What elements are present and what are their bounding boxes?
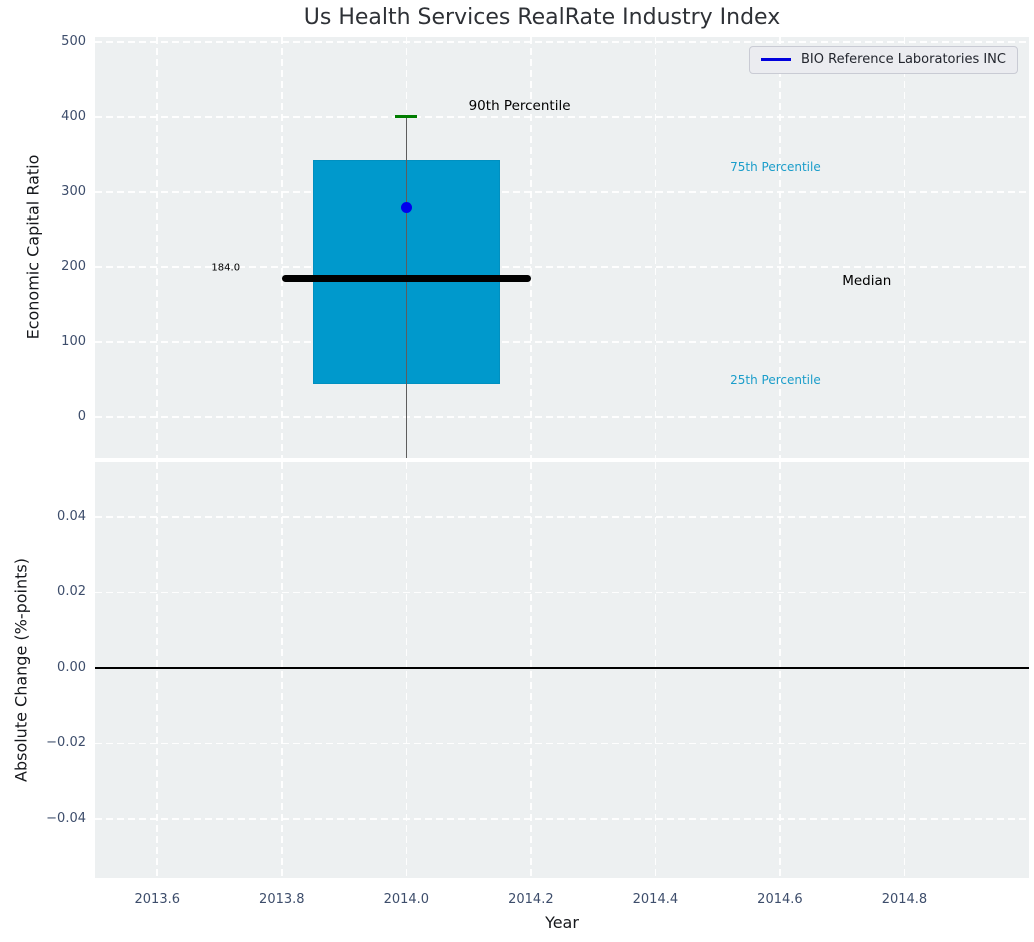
annotation-75th-percentile: 75th Percentile — [730, 160, 821, 175]
vertical-gridline — [281, 462, 283, 878]
horizontal-gridline — [95, 191, 1029, 193]
x-tick-2013-8: 2013.8 — [259, 892, 305, 907]
p90-cap — [395, 114, 418, 119]
top-y-axis-label: Economic Capital Ratio — [23, 154, 43, 340]
bottom-y-tick-0-00: 0.00 — [57, 659, 86, 675]
horizontal-gridline — [95, 742, 1029, 745]
zero-reference-line — [95, 667, 1029, 669]
top-y-tick-500: 500 — [61, 34, 86, 50]
top-y-tick-0: 0 — [77, 408, 86, 424]
vertical-gridline — [156, 37, 159, 458]
top-y-tick-200: 200 — [61, 258, 86, 274]
x-tick-2014-8: 2014.8 — [881, 892, 928, 907]
top-y-tick-400: 400 — [61, 109, 86, 125]
horizontal-gridline — [95, 41, 1029, 44]
bottom-y-tick-0-04: −0.04 — [46, 810, 86, 826]
legend: BIO Reference Laboratories INC — [749, 46, 1018, 74]
horizontal-gridline — [95, 516, 1029, 518]
bottom-axes-absolute-change — [95, 462, 1029, 878]
vertical-gridline — [530, 462, 532, 878]
x-tick-2014-2: 2014.2 — [508, 892, 554, 907]
horizontal-gridline — [95, 817, 1029, 820]
x-tick-2014-6: 2014.6 — [757, 892, 803, 907]
bottom-y-tick-0-02: −0.02 — [46, 735, 86, 751]
annotation-184-0: 184.0 — [211, 262, 241, 274]
vertical-gridline — [654, 37, 657, 458]
bottom-y-tick-0-04: 0.04 — [57, 509, 86, 525]
x-tick-2013-6: 2013.6 — [134, 892, 181, 907]
top-y-tick-100: 100 — [61, 333, 86, 349]
annotation-median: Median — [842, 273, 892, 290]
horizontal-gridline — [95, 266, 1029, 268]
horizontal-gridline — [95, 341, 1029, 343]
company-data-point — [400, 201, 412, 213]
vertical-gridline — [903, 462, 906, 878]
x-axis-label: Year — [545, 913, 579, 932]
vertical-gridline — [903, 37, 906, 458]
median-line — [281, 275, 531, 283]
vertical-gridline — [156, 462, 159, 878]
vertical-gridline — [281, 37, 283, 458]
vertical-gridline — [779, 37, 781, 458]
legend-line-icon — [761, 58, 791, 61]
horizontal-gridline — [95, 116, 1029, 118]
annotation-90th-percentile: 90th Percentile — [468, 97, 571, 114]
horizontal-gridline — [95, 415, 1029, 418]
top-axes-economic-capital-ratio: BIO Reference Laboratories INC 90th Perc… — [95, 37, 1029, 458]
vertical-gridline — [405, 462, 408, 878]
legend-label: BIO Reference Laboratories INC — [801, 52, 1006, 67]
chart-title: Us Health Services RealRate Industry Ind… — [303, 5, 781, 30]
vertical-gridline — [530, 37, 532, 458]
x-tick-2014-4: 2014.4 — [632, 892, 679, 907]
bottom-y-tick-0-02: 0.02 — [57, 584, 86, 600]
top-y-tick-300: 300 — [61, 184, 86, 200]
vertical-gridline — [779, 462, 781, 878]
whisker-line — [405, 116, 408, 458]
annotation-25th-percentile: 25th Percentile — [730, 373, 821, 388]
x-tick-2014-0: 2014.0 — [383, 892, 430, 907]
vertical-gridline — [654, 462, 657, 878]
horizontal-gridline — [95, 591, 1029, 594]
